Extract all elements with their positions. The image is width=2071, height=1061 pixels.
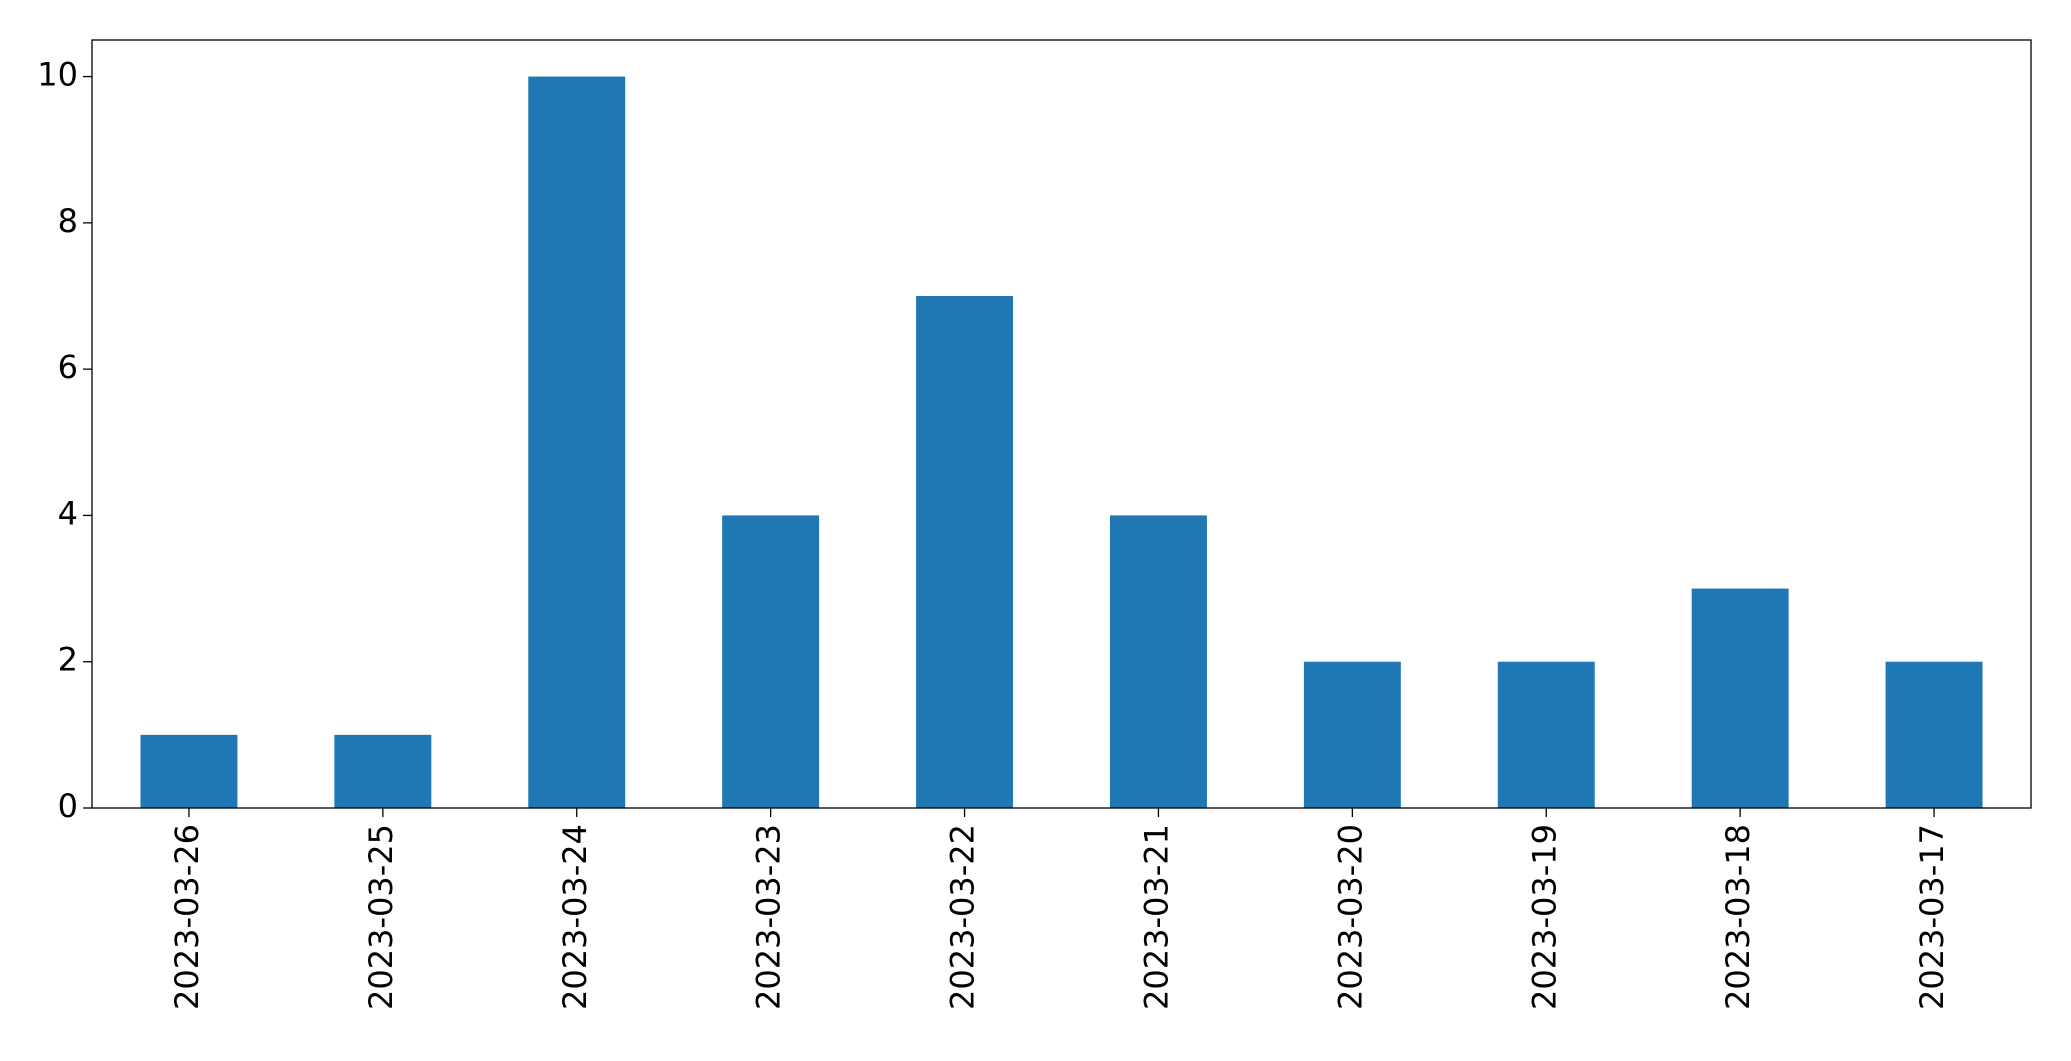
y-tick-label: 10 xyxy=(37,56,78,94)
bar xyxy=(1109,515,1207,808)
x-tick-label: 2023-03-24 xyxy=(556,824,594,1010)
x-tick-label: 2023-03-26 xyxy=(168,824,206,1010)
x-tick-label: 2023-03-21 xyxy=(1137,824,1175,1010)
x-tick-label: 2023-03-18 xyxy=(1719,824,1757,1010)
x-tick-label: 2023-03-19 xyxy=(1525,824,1563,1010)
bar xyxy=(1497,661,1595,808)
y-tick-label: 6 xyxy=(58,348,78,386)
x-tick-label: 2023-03-25 xyxy=(362,824,400,1010)
y-tick-label: 4 xyxy=(58,494,78,532)
bar xyxy=(916,296,1014,808)
plot-frame xyxy=(91,39,2032,809)
x-tick-label: 2023-03-20 xyxy=(1331,824,1369,1010)
x-tick-label: 2023-03-17 xyxy=(1913,824,1951,1010)
bar xyxy=(722,515,820,808)
bar xyxy=(1691,588,1789,808)
x-tick-label: 2023-03-23 xyxy=(750,824,788,1010)
y-tick-label: 8 xyxy=(58,202,78,240)
bar xyxy=(140,734,238,808)
x-tick-label: 2023-03-22 xyxy=(944,824,982,1010)
bar xyxy=(1303,661,1401,808)
y-tick-label: 2 xyxy=(58,641,78,679)
bar xyxy=(334,734,432,808)
bar xyxy=(528,76,626,809)
y-tick-label: 0 xyxy=(58,787,78,825)
bar xyxy=(1885,661,1983,808)
